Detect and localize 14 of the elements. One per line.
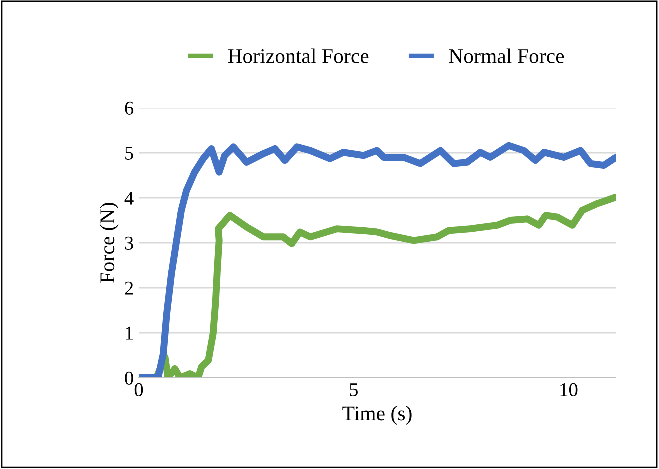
y-tick-label: 6 (125, 102, 134, 115)
x-tick-label: 5 (350, 384, 358, 397)
legend-label: Horizontal Force (228, 48, 369, 64)
y-tick-label: 5 (126, 147, 134, 160)
x-axis-title: Time (s) (342, 406, 412, 425)
y-tick-label: 2 (125, 282, 134, 295)
y-tick-label: 0 (125, 372, 134, 385)
y-tick-label: 3 (125, 236, 134, 250)
y-tick-label: 1 (126, 326, 133, 340)
x-tick-label: 0 (134, 383, 144, 397)
y-axis-title: Force (N) (100, 203, 119, 284)
legend-label: Normal Force (449, 48, 564, 64)
x-tick-label: 10 (560, 383, 578, 397)
y-tick-label: 4 (124, 192, 134, 205)
